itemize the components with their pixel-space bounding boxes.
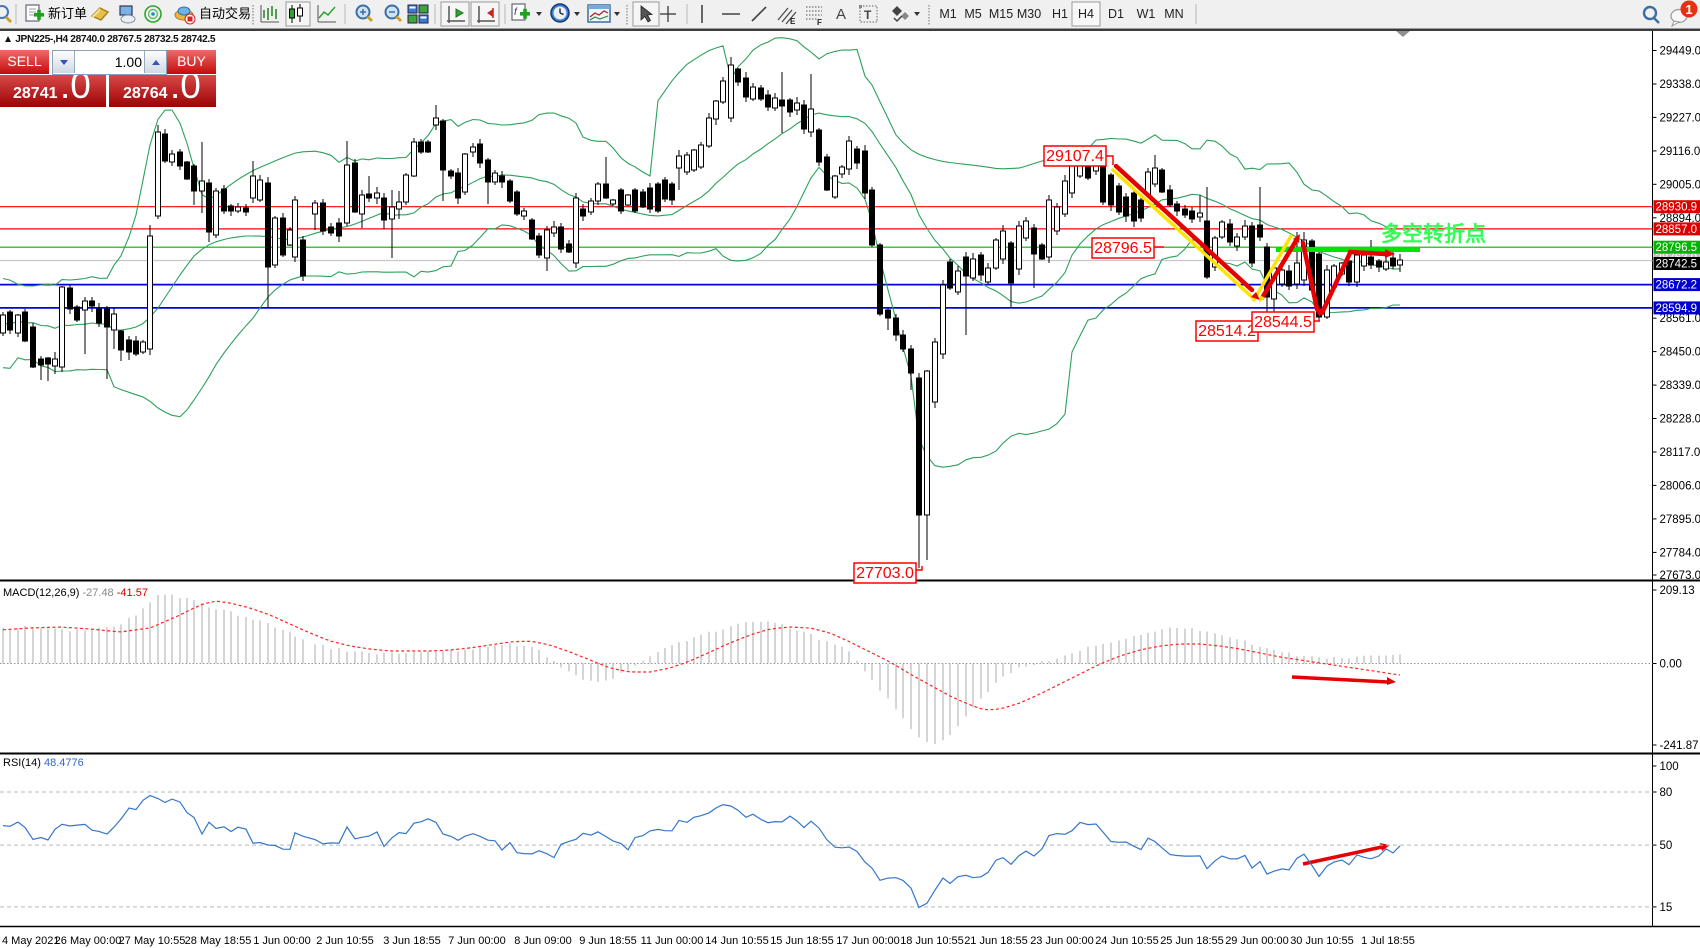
svg-text:M1: M1 <box>939 7 956 21</box>
svg-text:27784.0: 27784.0 <box>1660 547 1700 559</box>
svg-text:D1: D1 <box>1108 7 1124 21</box>
svg-text:多空转折点: 多空转折点 <box>1381 222 1486 246</box>
svg-text:15: 15 <box>1660 902 1673 914</box>
svg-text:28450.0: 28450.0 <box>1660 347 1700 359</box>
svg-text:21 Jun 18:55: 21 Jun 18:55 <box>964 935 1028 947</box>
svg-text:M15: M15 <box>989 7 1013 21</box>
svg-text:29449.0: 29449.0 <box>1660 46 1700 58</box>
svg-text:28561.0: 28561.0 <box>1660 313 1700 325</box>
svg-text:28544.5: 28544.5 <box>1254 314 1312 331</box>
svg-text:MACD(12,26,9) -27.48 -41.57: MACD(12,26,9) -27.48 -41.57 <box>3 587 148 599</box>
svg-text:28796.5: 28796.5 <box>1094 240 1152 257</box>
svg-text:27703.0: 27703.0 <box>856 565 914 582</box>
svg-text:W1: W1 <box>1137 7 1156 21</box>
svg-text:8 Jun 09:00: 8 Jun 09:00 <box>514 935 572 947</box>
svg-text:28672.2: 28672.2 <box>1656 280 1698 292</box>
svg-text:100: 100 <box>1660 761 1679 773</box>
svg-text:27673.0: 27673.0 <box>1660 570 1700 582</box>
svg-text:27895.0: 27895.0 <box>1660 514 1700 526</box>
svg-text:0.00: 0.00 <box>1660 659 1682 671</box>
svg-text:26 May 00:00: 26 May 00:00 <box>55 935 122 947</box>
svg-text:28742.5: 28742.5 <box>1656 259 1698 271</box>
svg-text:28228.0: 28228.0 <box>1660 414 1700 426</box>
svg-text:28796.5: 28796.5 <box>1656 242 1698 254</box>
svg-text:50: 50 <box>1660 840 1673 852</box>
svg-text:80: 80 <box>1660 787 1673 799</box>
svg-text:28594.9: 28594.9 <box>1656 303 1698 315</box>
svg-text:3 Jun 18:55: 3 Jun 18:55 <box>383 935 441 947</box>
svg-text:18 Jun 10:55: 18 Jun 10:55 <box>900 935 964 947</box>
svg-text:E: E <box>790 17 796 26</box>
svg-text:M5: M5 <box>964 7 981 21</box>
svg-text:28006.0: 28006.0 <box>1660 480 1700 492</box>
svg-text:9 Jun 18:55: 9 Jun 18:55 <box>579 935 637 947</box>
svg-text:新订单: 新订单 <box>48 6 87 21</box>
svg-text:28857.0: 28857.0 <box>1656 224 1698 236</box>
svg-text:29 Jun 00:00: 29 Jun 00:00 <box>1225 935 1289 947</box>
svg-text:29005.0: 29005.0 <box>1660 179 1700 191</box>
svg-text:29338.0: 29338.0 <box>1660 79 1700 91</box>
svg-text:RSI(14) 48.4776: RSI(14) 48.4776 <box>3 757 84 769</box>
svg-text:4 May 2021: 4 May 2021 <box>2 935 59 947</box>
svg-text:f: f <box>514 7 518 18</box>
svg-text:-241.87: -241.87 <box>1660 740 1699 752</box>
svg-text:H4: H4 <box>1078 7 1094 21</box>
svg-text:23 Jun 00:00: 23 Jun 00:00 <box>1030 935 1094 947</box>
svg-text:自动交易: 自动交易 <box>199 6 251 21</box>
svg-text:M30: M30 <box>1017 7 1041 21</box>
svg-text:28339.0: 28339.0 <box>1660 380 1700 392</box>
svg-text:209.13: 209.13 <box>1660 585 1695 597</box>
svg-text:7 Jun 00:00: 7 Jun 00:00 <box>448 935 506 947</box>
svg-text:28514.2: 28514.2 <box>1198 323 1256 340</box>
svg-text:F: F <box>817 18 822 27</box>
svg-text:28894.0: 28894.0 <box>1660 213 1700 225</box>
svg-text:1: 1 <box>1685 2 1692 17</box>
svg-text:1 Jul 18:55: 1 Jul 18:55 <box>1361 935 1415 947</box>
svg-text:2 Jun 10:55: 2 Jun 10:55 <box>316 935 374 947</box>
svg-text:MN: MN <box>1164 7 1183 21</box>
svg-text:30 Jun 10:55: 30 Jun 10:55 <box>1290 935 1354 947</box>
svg-text:28117.0: 28117.0 <box>1660 447 1700 459</box>
svg-text:T: T <box>864 8 872 22</box>
svg-text:29227.0: 29227.0 <box>1660 112 1700 124</box>
svg-text:17 Jun 00:00: 17 Jun 00:00 <box>836 935 900 947</box>
svg-text:15 Jun 18:55: 15 Jun 18:55 <box>770 935 834 947</box>
svg-text:25 Jun 18:55: 25 Jun 18:55 <box>1160 935 1224 947</box>
svg-text:14 Jun 10:55: 14 Jun 10:55 <box>705 935 769 947</box>
svg-text:29116.0: 29116.0 <box>1660 146 1700 158</box>
svg-text:28930.9: 28930.9 <box>1656 202 1698 214</box>
svg-text:24 Jun 10:55: 24 Jun 10:55 <box>1095 935 1159 947</box>
svg-text:▲ JPN225-,H4 28740.0 28767.5: ▲ JPN225-,H4 28740.0 28767.5 28732.5 287… <box>3 34 216 45</box>
svg-text:11 Jun 00:00: 11 Jun 00:00 <box>641 935 704 947</box>
svg-text:28 May 18:55: 28 May 18:55 <box>185 935 252 947</box>
svg-text:H1: H1 <box>1052 7 1068 21</box>
svg-text:29107.4: 29107.4 <box>1046 148 1104 165</box>
svg-text:A: A <box>836 6 846 23</box>
svg-text:27 May 10:55: 27 May 10:55 <box>119 935 186 947</box>
svg-text:1 Jun 00:00: 1 Jun 00:00 <box>253 935 311 947</box>
